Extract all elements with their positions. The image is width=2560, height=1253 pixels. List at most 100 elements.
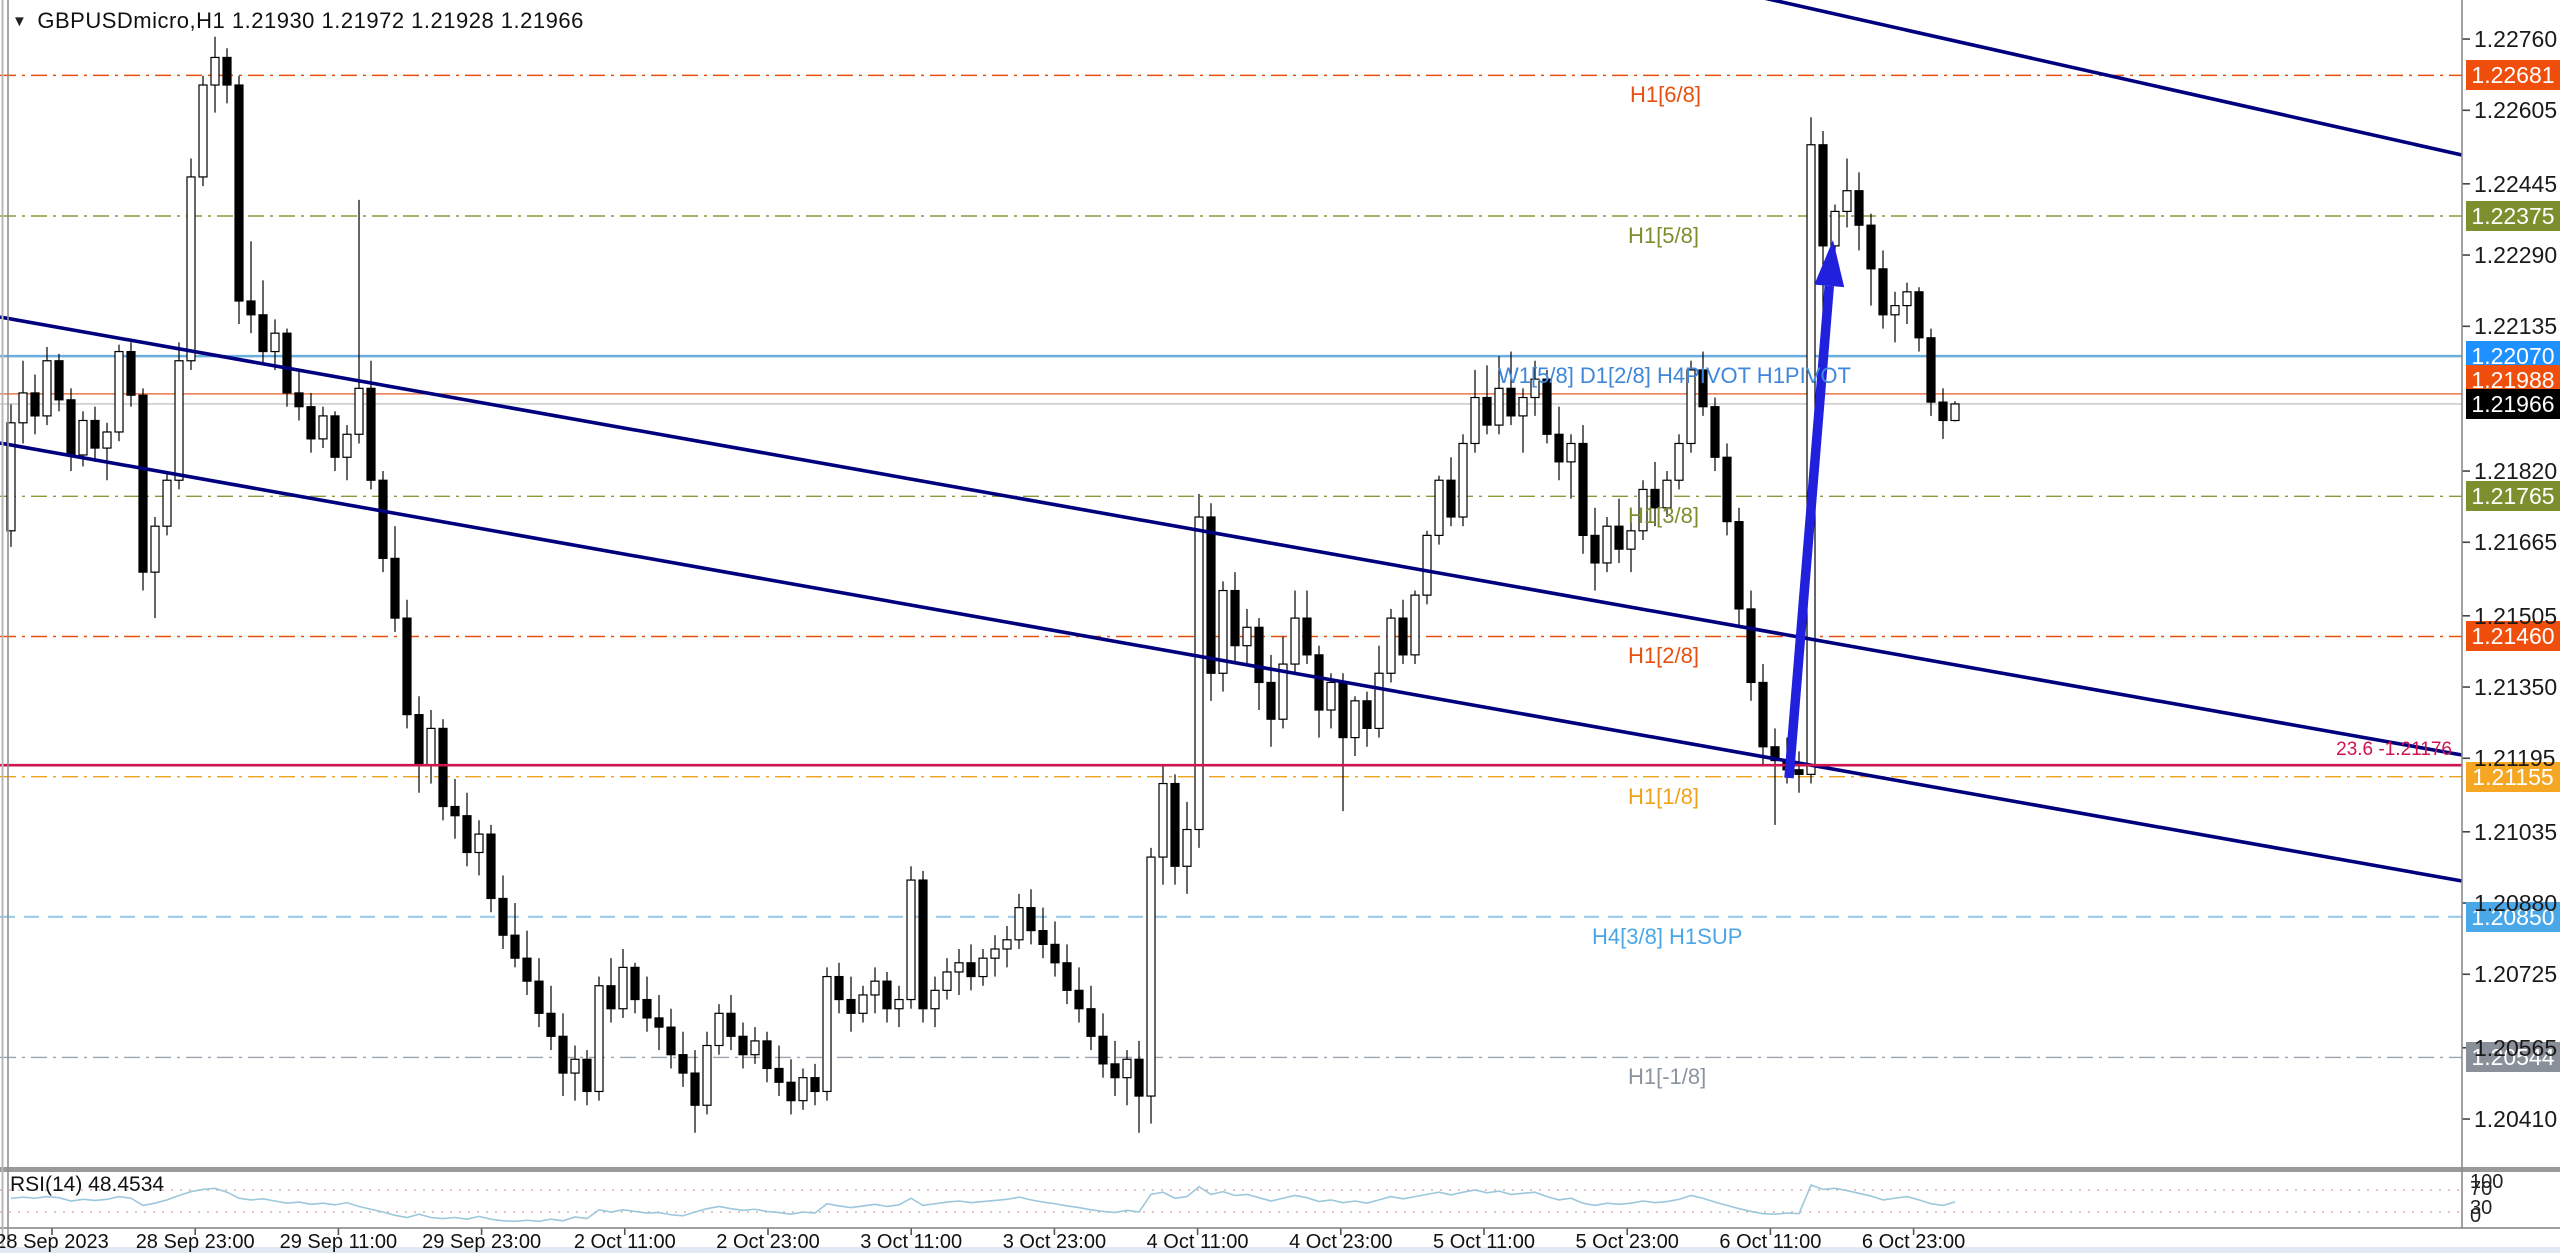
candle-body (306, 406, 316, 440)
candle-body (330, 415, 340, 458)
candle-body (210, 56, 220, 86)
candle-body (1026, 907, 1036, 932)
candle-body (1842, 190, 1852, 212)
candle-body (450, 805, 460, 817)
window-bottom-strip (0, 1247, 2560, 1253)
candle-body (1506, 387, 1516, 417)
candle-body (918, 879, 928, 1010)
candle-body (882, 980, 892, 1010)
candle-body (1230, 589, 1240, 647)
candle-body (1434, 479, 1444, 536)
candle-body (1674, 442, 1684, 481)
candle-body (1542, 378, 1552, 435)
candle-body (606, 985, 616, 1010)
candle-body (1794, 769, 1804, 775)
candle-body (1278, 663, 1288, 720)
candle-body (1818, 144, 1828, 247)
candle-body (1350, 700, 1360, 739)
candle-body (654, 1017, 664, 1028)
candle-body (1758, 681, 1768, 748)
candle-body (738, 1035, 748, 1056)
candle-body (642, 998, 652, 1019)
candle-body (1374, 672, 1384, 730)
candle-body (150, 525, 160, 573)
candle-body (1866, 224, 1876, 270)
candle-body (1470, 396, 1480, 445)
candle-body (1194, 516, 1204, 831)
candle-body (690, 1072, 700, 1106)
candle-body (1086, 1008, 1096, 1037)
candle-body (834, 975, 844, 1001)
candle-body (474, 833, 484, 854)
candle-body (1062, 962, 1072, 991)
candle-body (318, 415, 328, 440)
candle-body (906, 879, 916, 1001)
candle-body (558, 1035, 568, 1074)
candle-body (1218, 589, 1228, 674)
candle-body (1746, 608, 1756, 684)
candle-body (966, 962, 976, 978)
price-axis[interactable] (2463, 0, 2560, 1228)
candle-body (234, 84, 244, 302)
candle-body (66, 399, 76, 456)
candle-body (954, 962, 964, 973)
candle-body (978, 957, 988, 978)
candle-body (678, 1054, 688, 1074)
candle-body (1566, 442, 1576, 463)
time-axis[interactable] (0, 1229, 2462, 1253)
candle-body (342, 433, 352, 458)
rsi-line (10, 1184, 1956, 1223)
candle-body (222, 56, 232, 86)
candle-body (774, 1067, 784, 1083)
candle-body (1338, 681, 1348, 739)
candle-body (1518, 396, 1528, 417)
candle-body (1014, 907, 1024, 941)
candle-body (870, 980, 880, 996)
candle-body (1314, 654, 1324, 711)
trendline-3 (0, 441, 2463, 883)
candle-body (1482, 396, 1492, 426)
candle-body (894, 998, 904, 1010)
candle-body (630, 966, 640, 1001)
candle-body (1626, 530, 1636, 550)
candle-body (1650, 488, 1660, 509)
candle-body (762, 1040, 772, 1070)
candle-body (1182, 828, 1192, 867)
candle-body (282, 332, 292, 394)
candle-body (1734, 521, 1744, 610)
candle-body (666, 1026, 676, 1056)
candle-body (1950, 403, 1960, 422)
candle-body (1386, 617, 1396, 674)
candle-body (186, 176, 196, 362)
candle-body (1134, 1058, 1144, 1097)
candle-body (1050, 943, 1060, 964)
candle-body (786, 1081, 796, 1102)
candle-body (1038, 930, 1048, 945)
candle-body (1614, 525, 1624, 550)
candle-body (54, 360, 64, 401)
candle-body (30, 392, 40, 417)
up-arrow-shaft (1784, 285, 1834, 779)
candle-body (1290, 617, 1300, 665)
candle-body (546, 1012, 556, 1037)
candle-body (1242, 626, 1252, 647)
candle-body (1410, 594, 1420, 656)
candle-body (198, 84, 208, 178)
candle-body (42, 360, 52, 417)
candle-body (438, 727, 448, 808)
candle-body (138, 394, 148, 573)
candle-body (858, 994, 868, 1014)
candle-body (510, 934, 520, 959)
candle-body (822, 975, 832, 1093)
candle-body (162, 479, 172, 527)
candle-body (1146, 856, 1156, 1097)
candle-body (426, 727, 436, 766)
candle-body (618, 966, 628, 1010)
candle-body (582, 1058, 592, 1093)
candle-body (1362, 700, 1372, 730)
candle-body (798, 1077, 808, 1102)
candle-body (1122, 1058, 1132, 1079)
candle-body (102, 431, 112, 449)
candle-body (18, 392, 28, 424)
